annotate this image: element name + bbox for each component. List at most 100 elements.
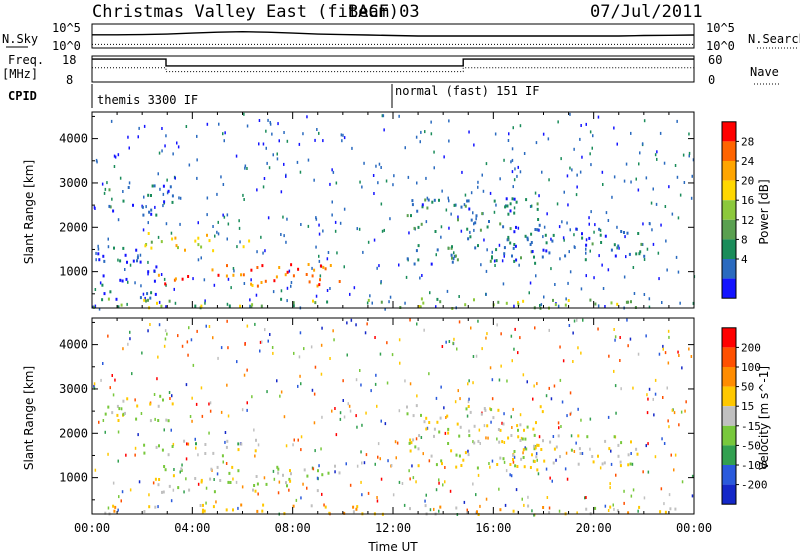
velocity-noise-cell [191, 396, 193, 400]
power-echo-cell-0 [127, 186, 130, 189]
velocity-noise-cell [483, 424, 486, 428]
power-noise-cell [128, 181, 131, 185]
power-noise-cell [543, 295, 545, 299]
power-noise-cell [372, 174, 375, 177]
velocity-echo-cell-2 [252, 488, 254, 492]
power-noise-cell [255, 293, 258, 297]
power-noise-cell [566, 174, 569, 178]
power-echo-cell-5 [495, 248, 498, 252]
power-noise-cell [375, 164, 377, 168]
power-echo-cell-6 [548, 251, 551, 255]
power-echo-cell-5 [406, 214, 409, 218]
velocity-echo-cell-2 [303, 468, 306, 472]
velocity-noise-cell [569, 391, 572, 395]
velocity-noise-cell [674, 453, 677, 457]
velocity-noise-cell [488, 462, 490, 465]
velocity-noise-cell [467, 382, 469, 386]
power-echo-cell-3 [256, 284, 259, 288]
velocity-noise-cell [205, 486, 208, 490]
velocity-noise-cell [171, 394, 173, 398]
velocity-echo-cell-2 [164, 468, 167, 472]
velocity-noise-cell [533, 384, 535, 388]
power-echo-cell-0 [108, 188, 111, 192]
power-noise-cell [250, 278, 252, 282]
power-cbar-tick-label: 4 [741, 253, 748, 266]
power-echo-cell-5 [541, 255, 544, 259]
velocity-echo-cell-3 [225, 508, 228, 512]
power-noise-cell [383, 228, 385, 232]
power-noise-cell [665, 239, 667, 243]
power-cbar-swatch [722, 219, 736, 240]
power-echo-cell-1 [122, 246, 125, 250]
power-echo-cell-1 [124, 253, 127, 257]
velocity-noise-cell [170, 428, 172, 432]
velocity-noise-cell [569, 412, 572, 416]
velocity-echo-cell-4 [462, 458, 465, 462]
velocity-noise-cell [467, 449, 469, 453]
velocity-echo-cell-4 [514, 464, 517, 468]
power-echo-cell-1 [119, 259, 122, 263]
velocity-noise-cell [377, 455, 379, 459]
power-echo-cell-5 [493, 199, 496, 203]
velocity-noise-cell [331, 409, 333, 413]
power-echo-cell-5 [466, 199, 469, 203]
velocity-noise-cell [666, 386, 668, 390]
velocity-noise-cell [491, 459, 494, 463]
velocity-echo-cell-5 [617, 443, 620, 447]
velocity-echo-cell-4 [458, 454, 461, 458]
velocity-echo-cell-4 [476, 466, 479, 470]
velocity-noise-cell [205, 324, 207, 328]
power-echo-cell-5 [411, 199, 414, 203]
power-echo-cell-0 [163, 200, 166, 204]
velocity-echo-cell-0 [135, 417, 138, 421]
power-noise-cell [550, 267, 552, 271]
velocity-noise-cell [442, 483, 444, 487]
velocity-echo-cell-4 [464, 451, 467, 455]
velocity-noise-cell [374, 336, 376, 339]
velocity-noise-cell [361, 493, 363, 497]
velocity-noise-cell [466, 414, 469, 418]
velocity-echo-cell-4 [542, 439, 544, 443]
power-noise-cell [314, 138, 316, 142]
velocity-noise-cell [127, 342, 129, 346]
velocity-noise-cell [232, 477, 234, 481]
velocity-noise-cell [637, 509, 639, 513]
velocity-noise-cell [314, 449, 316, 453]
velocity-echo-cell-4 [428, 421, 431, 424]
velocity-noise-cell [537, 472, 540, 476]
velocity-noise-cell [141, 351, 143, 355]
power-noise-cell [306, 115, 308, 119]
power-noise-cell [486, 248, 488, 252]
velocity-noise-cell [428, 372, 430, 376]
power-noise-cell [688, 132, 690, 136]
power-noise-cell [460, 229, 463, 233]
velocity-noise-cell [477, 473, 480, 477]
power-noise-cell [498, 243, 501, 247]
power-noise-cell [258, 142, 260, 146]
velocity-noise-cell [197, 453, 199, 457]
velocity-noise-cell [310, 345, 313, 349]
power-noise-cell [164, 144, 166, 148]
velocity-echo-cell-4 [477, 439, 480, 443]
velocity-echo-cell-5 [549, 440, 552, 444]
power-noise-cell [235, 154, 238, 158]
velocity-noise-cell [104, 430, 106, 434]
velocity-noise-cell [610, 449, 612, 453]
velocity-noise-cell [438, 478, 440, 482]
velocity-noise-cell [555, 458, 557, 462]
velocity-echo-cell-3 [328, 511, 331, 515]
velocity-noise-cell [394, 440, 397, 444]
power-echo-cell-5 [479, 228, 482, 232]
velocity-echo-cell-4 [516, 424, 519, 428]
power-noise-cell [315, 294, 318, 298]
power-echo-cell-5 [524, 234, 527, 238]
power-noise-cell [176, 141, 178, 145]
power-noise-cell [217, 232, 220, 236]
velocity-noise-cell [477, 319, 479, 323]
power-echo-cell-1 [103, 259, 106, 263]
velocity-noise-cell [172, 488, 175, 492]
power-echo-cell-5 [460, 205, 463, 209]
power-noise-cell [369, 294, 371, 298]
power-noise-cell [585, 251, 587, 255]
